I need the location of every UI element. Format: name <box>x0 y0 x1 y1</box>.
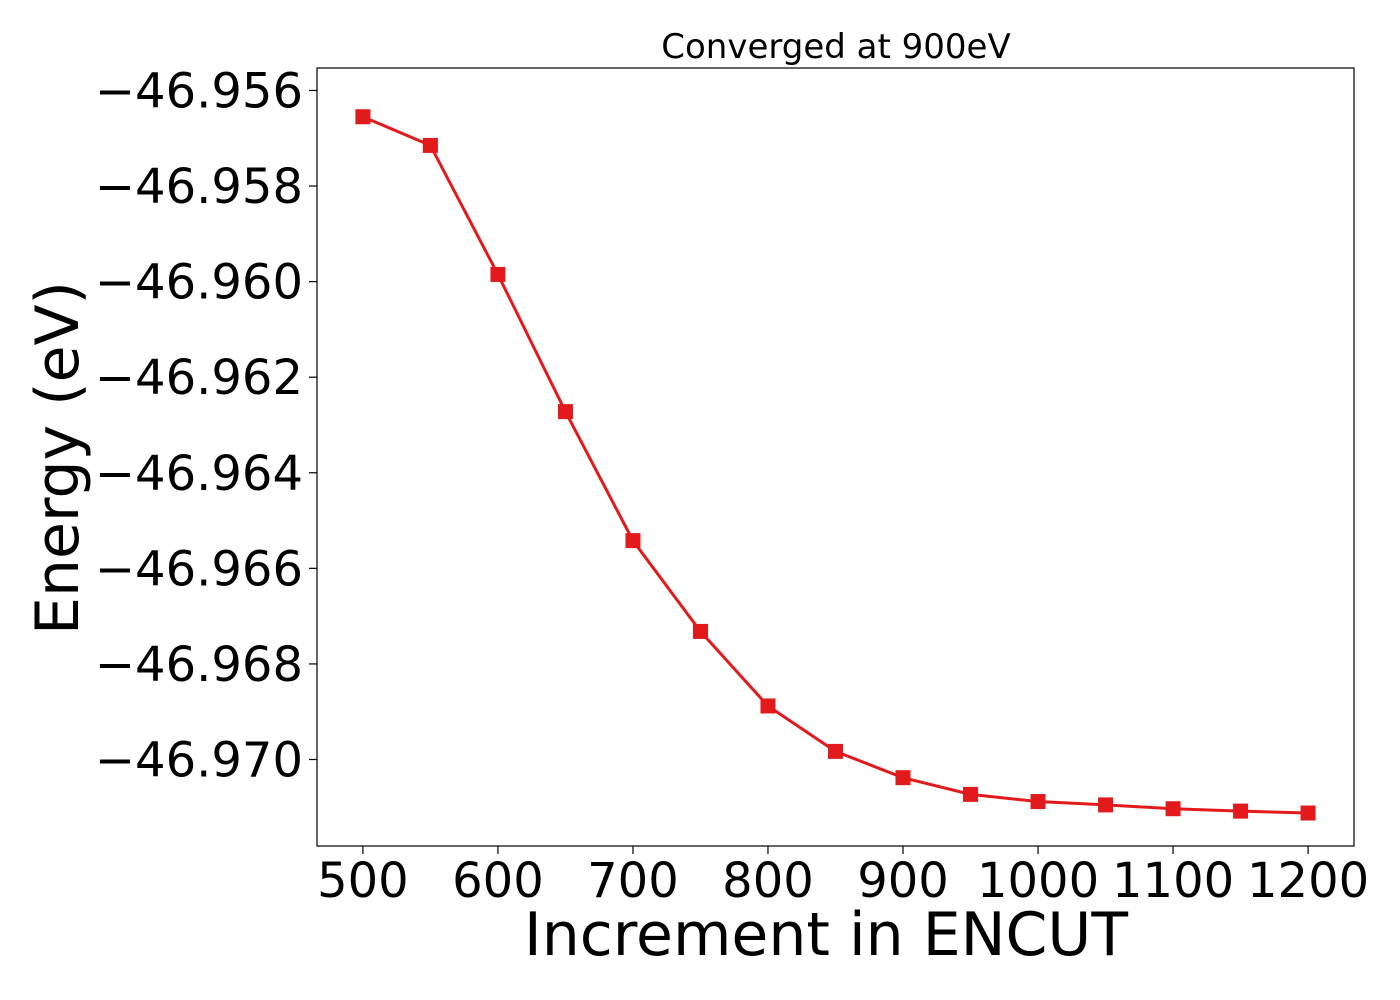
data-point-marker <box>355 109 371 125</box>
x-tick-label: 900 <box>857 853 949 909</box>
y-tick-label: −46.966 <box>95 541 303 597</box>
y-tick-label: −46.960 <box>95 255 303 311</box>
data-point-marker <box>422 137 438 153</box>
data-point-marker <box>1300 805 1316 821</box>
x-tick-label: 1000 <box>977 853 1099 909</box>
y-axis-label: Energy (eV) <box>23 281 93 635</box>
data-point-marker <box>1233 803 1249 819</box>
data-point-marker <box>490 266 506 282</box>
x-axis-label: Increment in ENCUT <box>524 900 1128 970</box>
data-point-marker <box>1098 797 1114 813</box>
y-tick-label: −46.970 <box>95 733 303 789</box>
data-point-marker <box>1030 794 1046 810</box>
data-point-marker <box>625 533 641 549</box>
data-point-marker <box>895 770 911 786</box>
plot-area: 500 600 700 800 900 1000 1100 1200 −46.956 −46.95… <box>95 63 1369 909</box>
y-tick-label: −46.956 <box>95 63 303 119</box>
y-tick-label: −46.968 <box>95 637 303 693</box>
data-point-marker <box>963 786 979 802</box>
chart-title: Converged at 900eV <box>661 27 1010 67</box>
x-tick-label: 800 <box>722 853 814 909</box>
data-point-marker <box>1165 801 1181 817</box>
y-tick-label: −46.958 <box>95 159 303 215</box>
y-tick-label: −46.962 <box>95 350 303 406</box>
x-tick-label: 600 <box>452 853 544 909</box>
data-point-marker <box>557 404 573 420</box>
x-tick-label: 500 <box>317 853 409 909</box>
data-point-marker <box>760 698 776 714</box>
x-tick-label: 700 <box>587 853 679 909</box>
data-point-marker <box>828 743 843 759</box>
axes-frame <box>316 67 1355 847</box>
data-point-marker <box>692 623 708 639</box>
x-tick-label: 1100 <box>1112 853 1234 909</box>
x-tick-label: 1200 <box>1247 853 1369 909</box>
y-tick-label: −46.964 <box>95 446 303 502</box>
